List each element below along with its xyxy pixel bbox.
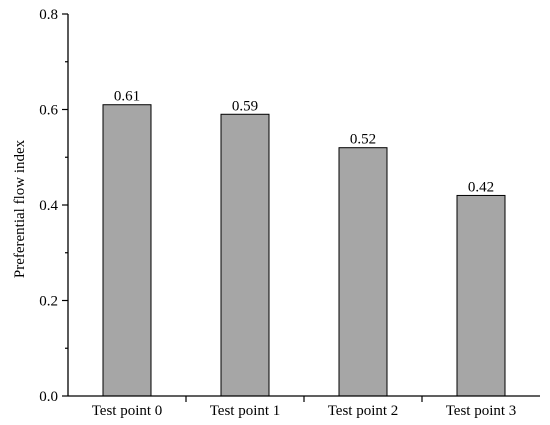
data-label-2: 0.52: [350, 132, 376, 148]
x-tick-label-2: Test point 2: [328, 403, 399, 419]
bar-3: [456, 194, 506, 397]
bar-2: [338, 147, 388, 397]
y-axis-title: Preferential flow index: [12, 139, 28, 278]
y-tick-label-4: 0.8: [39, 7, 58, 23]
y-tick-label-2: 0.4: [39, 198, 58, 214]
x-tick-label-3: Test point 3: [446, 403, 517, 419]
data-label-3: 0.42: [468, 179, 494, 195]
x-tick-label-1: Test point 1: [210, 403, 281, 419]
y-tick-label-1: 0.2: [39, 294, 58, 310]
data-labels-group: 0.61 0.59 0.52 0.42: [114, 89, 494, 196]
bar-1: [220, 113, 270, 397]
y-ticks-group: 0.0 0.2 0.4 0.6 0.8: [39, 7, 68, 405]
y-tick-label-3: 0.6: [39, 103, 58, 119]
data-label-0: 0.61: [114, 89, 140, 105]
y-tick-label-0: 0.0: [39, 389, 58, 405]
bars-group: [102, 104, 506, 397]
x-tick-label-0: Test point 0: [92, 403, 163, 419]
bar-0: [102, 104, 152, 397]
x-ticks-group: Test point 0 Test point 1 Test point 2 Test…: [92, 396, 517, 419]
data-label-1: 0.59: [232, 98, 258, 114]
